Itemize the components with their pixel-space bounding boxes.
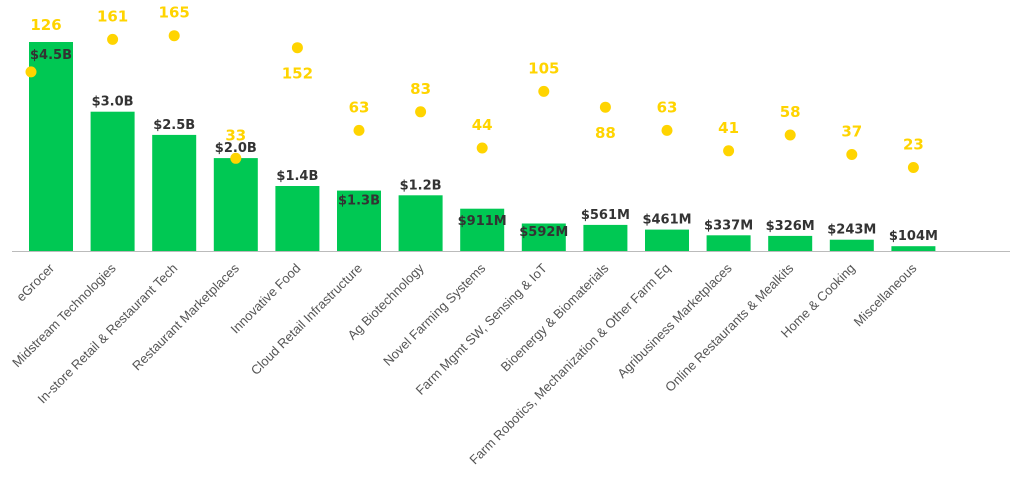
bar-value-label: $337M [704, 218, 753, 233]
deal-count-label: 105 [528, 59, 559, 77]
bar [152, 134, 197, 251]
category-label: Novel Farming Systems [380, 260, 489, 369]
deal-count-dot [168, 30, 180, 42]
bar-value-label: $461M [642, 213, 691, 228]
bar-value-label: $4.5B [30, 48, 72, 63]
deal-count-dot [846, 149, 858, 160]
deal-count-label: 63 [349, 98, 370, 116]
deal-count-label: 83 [410, 80, 431, 98]
deal-count-label: 152 [282, 65, 313, 83]
category-label: eGrocer [13, 260, 57, 304]
deal-count-dot [476, 142, 488, 154]
bar [583, 224, 628, 251]
category-label: Farm Mgmt SW, Sensing & IoT [413, 260, 550, 397]
bar [460, 208, 505, 251]
category-label: Cloud Retail Infrastructure [248, 261, 365, 378]
deal-count-dot [784, 129, 796, 141]
deal-count-dot [230, 152, 242, 164]
deal-count-label: 165 [159, 4, 190, 22]
dot-series [25, 30, 919, 173]
bar [398, 195, 443, 251]
deal-count-label: 41 [718, 119, 739, 137]
category-label: Midstream Technologies [9, 260, 119, 370]
bar [521, 223, 566, 251]
category-label: Online Restaurants & Mealkits [662, 260, 797, 395]
deal-count-label: 23 [903, 136, 924, 154]
bar [213, 158, 258, 251]
deal-count-label: 44 [472, 116, 493, 134]
category-label: Miscellaneous [851, 260, 920, 329]
deal-count-dot [599, 101, 611, 113]
deal-count-dot [291, 42, 303, 54]
category-label: Agribusiness Marketplaces [614, 260, 735, 381]
bar-value-label: $1.2B [400, 178, 442, 193]
bar-value-label: $592M [519, 225, 568, 240]
bar [891, 246, 936, 251]
deal-count-label: 88 [595, 124, 616, 142]
bar-series [29, 42, 936, 251]
deal-count-dot [661, 124, 673, 136]
bar [829, 239, 874, 251]
deal-count-dot [723, 145, 735, 157]
bar-value-label: $2.5B [153, 118, 195, 133]
bar [29, 42, 73, 251]
bar [645, 229, 689, 251]
deal-count-label: 161 [97, 7, 128, 25]
bar-value-label: $1.3B [338, 194, 380, 209]
bar-value-label: $911M [458, 214, 507, 229]
deal-count-label: 33 [225, 126, 246, 144]
bar [275, 186, 320, 251]
category-label: Bioenergy & Biomaterials [498, 260, 612, 374]
bar-value-labels: $4.5B $3.0B $2.5B $2.0B $1.4B $1.3B $1.2B $911M… [30, 48, 938, 244]
bar-value-label: $243M [827, 223, 876, 238]
deal-count-label: 126 [30, 16, 61, 34]
deal-count-dot [107, 33, 119, 45]
bar [768, 235, 813, 251]
bar-value-label: $3.0B [92, 95, 134, 110]
deal-count-dot [907, 162, 919, 173]
deal-count-dot [25, 66, 37, 78]
bar [706, 235, 751, 251]
bar [337, 190, 381, 251]
bar-value-label: $326M [766, 219, 815, 234]
bar-value-label: $561M [581, 208, 630, 223]
dot-value-labels: 126 161 165 33 152 63 83 44 105 88 63 41 58 37 23 [30, 4, 923, 154]
bar [90, 111, 135, 251]
category-label: Restaurant Marketplaces [129, 260, 242, 373]
bar-value-label: $1.4B [276, 169, 318, 184]
deal-count-dot [538, 85, 550, 97]
deal-count-label: 58 [780, 103, 801, 121]
bar-value-label: $104M [889, 229, 938, 244]
deal-count-label: 37 [841, 123, 862, 141]
deal-count-dot [415, 106, 427, 118]
deal-count-dot [353, 124, 365, 136]
deal-count-label: 63 [657, 98, 678, 116]
bar-value-label: $2.0B [215, 141, 257, 156]
